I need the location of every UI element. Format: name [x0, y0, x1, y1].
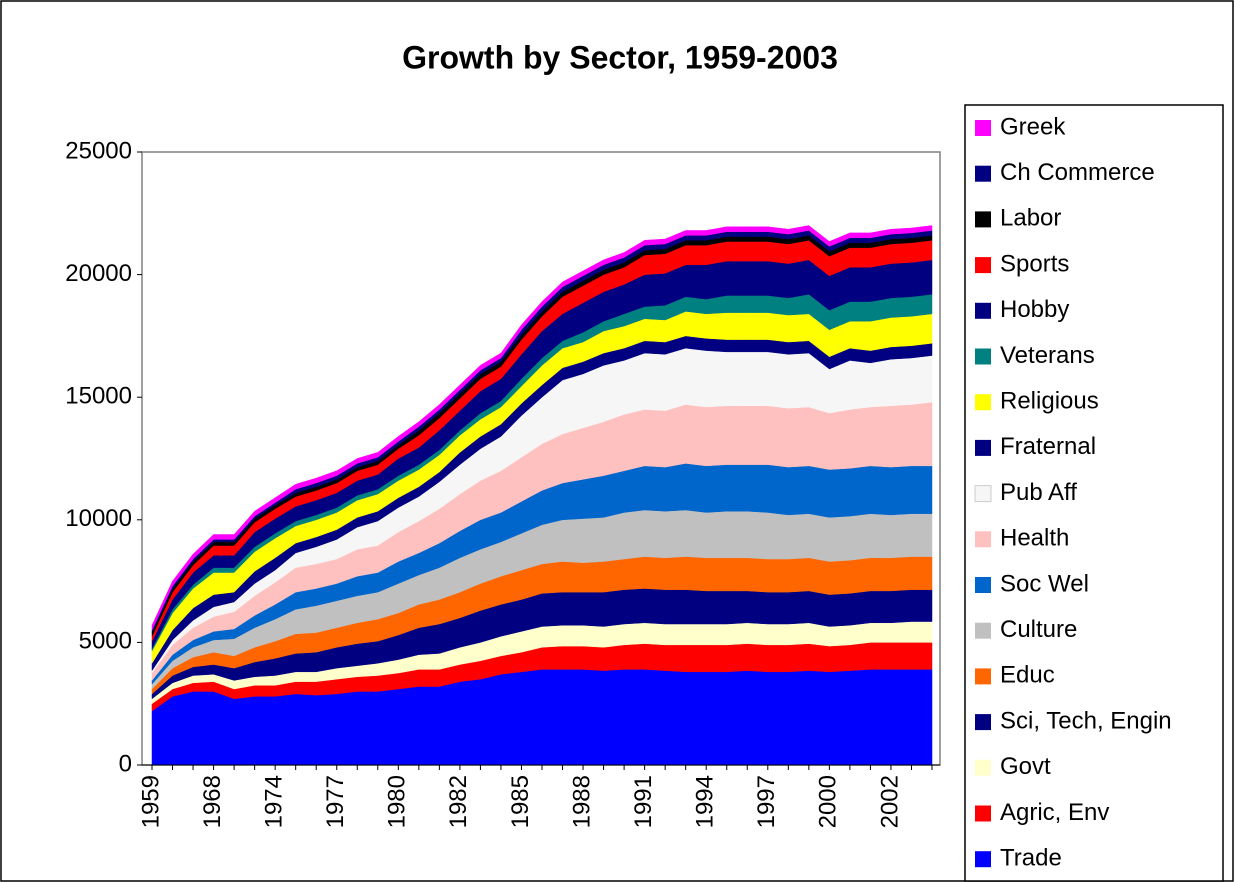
y-tick-label: 20000 [65, 260, 132, 287]
x-tick-label: 1968 [199, 775, 226, 828]
legend-swatch [975, 302, 991, 319]
x-tick-label: 1991 [630, 775, 657, 828]
legend-swatch [975, 257, 991, 274]
legend-swatch [975, 348, 991, 365]
legend-label: Educ [1000, 662, 1055, 689]
legend-label: Culture [1000, 616, 1077, 643]
x-tick-label: 1997 [753, 775, 780, 828]
y-tick-label: 15000 [65, 383, 132, 410]
legend-label: Hobby [1000, 296, 1069, 323]
legend-swatch [975, 851, 991, 868]
legend-label: Health [1000, 525, 1069, 552]
area [151, 225, 933, 631]
legend-label: Labor [1000, 205, 1061, 232]
y-tick-label: 10000 [65, 505, 132, 532]
legend-swatch [975, 805, 991, 822]
x-tick-label: 1980 [384, 775, 411, 828]
legend-swatch [975, 531, 991, 548]
legend-swatch [975, 622, 991, 639]
legend-swatch [975, 668, 991, 685]
legend-swatch [975, 394, 991, 411]
x-tick-label: 1985 [507, 775, 534, 828]
chart-title: Growth by Sector, 1959-2003 [402, 39, 838, 75]
legend-label: Soc Wel [1000, 570, 1089, 597]
y-tick-label: 0 [119, 750, 132, 777]
y-tick-label: 25000 [65, 137, 132, 164]
legend-label: Fraternal [1000, 433, 1096, 460]
x-tick-label: 1994 [692, 775, 719, 828]
x-tick-label: 2002 [876, 775, 903, 828]
legend [964, 104, 1224, 882]
x-tick-label: 1974 [261, 775, 288, 828]
legend-label: Sci, Tech, Engin [1000, 707, 1172, 734]
legend-label: Ch Commerce [1000, 159, 1155, 186]
legend-label: Veterans [1000, 342, 1095, 369]
legend-swatch [975, 714, 991, 731]
legend-label: Pub Aff [1000, 479, 1077, 506]
x-tick-label: 2000 [815, 775, 842, 828]
legend-swatch [975, 211, 991, 228]
legend-swatch [974, 485, 992, 503]
legend-label: Trade [1000, 845, 1062, 872]
x-tick-label: 1988 [568, 775, 595, 828]
legend-label: Religious [1000, 388, 1099, 415]
legend-label: Govt [1000, 753, 1051, 780]
x-tick-label: 1982 [445, 775, 472, 828]
legend-label: Greek [1000, 113, 1066, 140]
legend-label: Sports [1000, 250, 1069, 277]
y-tick-label: 5000 [79, 628, 132, 655]
legend-swatch [975, 165, 991, 182]
legend-swatch [975, 439, 991, 456]
legend-swatch [975, 577, 991, 593]
legend-swatch [975, 120, 991, 136]
legend-label: Agric, Env [1000, 799, 1109, 826]
x-tick-label: 1977 [322, 775, 349, 828]
legend-swatch [975, 759, 991, 776]
x-tick-label: 1959 [137, 775, 164, 828]
